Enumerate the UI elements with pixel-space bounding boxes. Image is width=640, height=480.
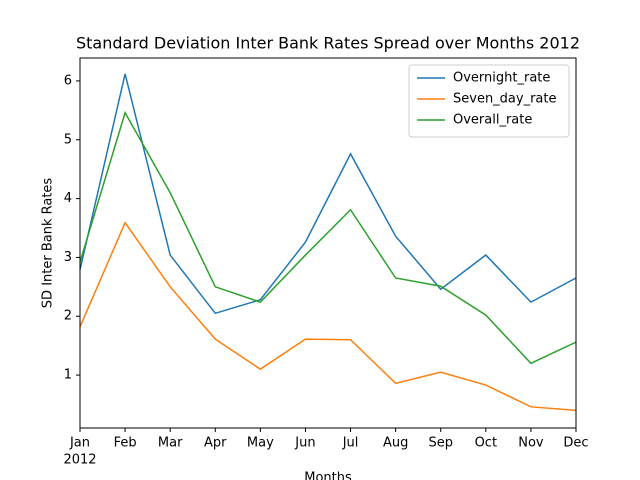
y-tick-label: 1	[64, 368, 72, 383]
y-tick-label: 2	[64, 309, 72, 324]
x-tick-label: Oct	[475, 436, 497, 451]
legend-label: Overall_rate	[453, 113, 532, 128]
x-tick-label: Apr	[204, 436, 227, 451]
y-axis-label: SD Inter Bank Rates	[41, 178, 56, 309]
x-tick-label: Dec	[563, 436, 588, 451]
x-tick-label: Jun	[294, 436, 315, 451]
x-tick-label: Aug	[383, 436, 408, 451]
x-tick-label: Jan	[69, 436, 90, 451]
y-tick-label: 4	[64, 191, 72, 206]
x-tick-label: Mar	[158, 436, 183, 451]
legend-label: Overnight_rate	[453, 71, 550, 86]
x-tick-label: Sep	[428, 436, 453, 451]
x-tick-label: May	[247, 436, 274, 451]
legend-box	[408, 64, 570, 138]
line-series	[79, 221, 577, 412]
x-tick-label: Nov	[518, 436, 544, 451]
y-tick-label: 6	[64, 73, 72, 88]
x-tick-label: Feb	[114, 436, 137, 451]
line-series	[79, 110, 577, 365]
chart-title: Standard Deviation Inter Bank Rates Spre…	[76, 34, 580, 53]
line-series	[79, 73, 577, 315]
y-tick-label: 5	[64, 132, 72, 147]
legend-label: Seven_day_rate	[453, 92, 557, 107]
x-year-label: 2012	[63, 453, 96, 468]
plot-frame	[79, 57, 577, 429]
x-axis-label: Months	[304, 471, 352, 480]
y-tick-label: 3	[64, 250, 72, 265]
x-tick-label: Jul	[342, 436, 359, 451]
